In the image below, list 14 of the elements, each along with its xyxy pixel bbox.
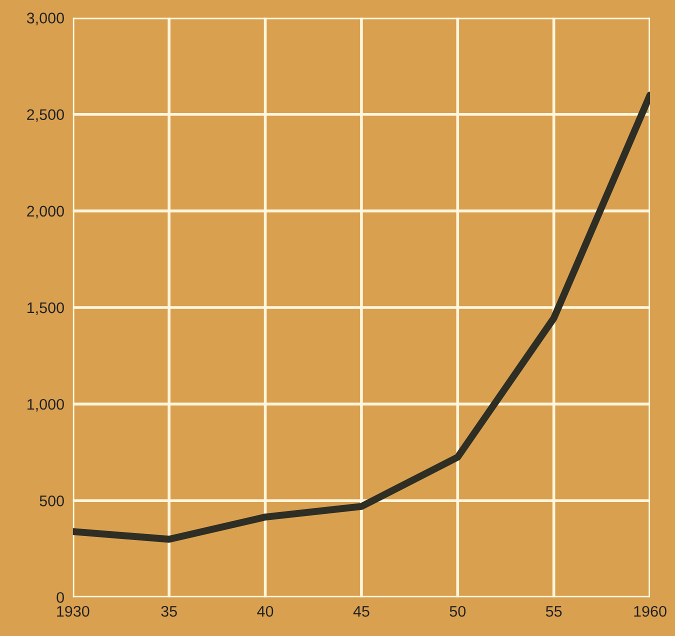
x-tick-label: 50 bbox=[450, 606, 466, 617]
y-tick-label: 1,000 bbox=[28, 398, 64, 412]
x-tick-label: 45 bbox=[353, 606, 370, 617]
x-tick-label: 55 bbox=[546, 606, 562, 617]
x-tick-label: 1930 bbox=[57, 606, 90, 617]
x-tick-label: 1960 bbox=[634, 606, 666, 617]
x-tick-label: 35 bbox=[161, 606, 177, 617]
x-tick-label: 40 bbox=[257, 606, 274, 617]
y-tick-label: 0 bbox=[56, 592, 64, 603]
y-tick-label: 2,500 bbox=[27, 109, 64, 122]
y-tick-label: 2,000 bbox=[27, 206, 64, 218]
y-tick-label: 3,000 bbox=[26, 12, 64, 26]
y-tick-label: 1,500 bbox=[28, 302, 64, 315]
y-tick-label: 500 bbox=[40, 496, 64, 506]
